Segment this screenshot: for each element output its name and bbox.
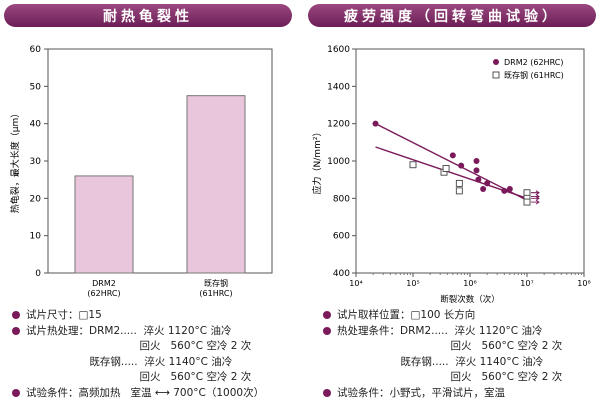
left-conditions-notes: 试片尺寸：□15 试片热处理：DRM2..... 淬火 1120°C 油冷 回火 … xyxy=(12,308,264,401)
legend-label-series-2: 既存钢 (61HRC) xyxy=(504,70,564,80)
runout-point-series-2 xyxy=(523,189,531,197)
scatter-x-tick-label: 10⁴ xyxy=(349,279,362,288)
data-point-series-1 xyxy=(473,167,480,174)
bullet-icon xyxy=(323,326,331,335)
note-text: 回火 560°C 空冷 2 次 xyxy=(337,340,563,352)
note-line: 试验条件：小野式，平滑试片，室温 xyxy=(323,386,562,402)
bar-category-label: (62HRC) xyxy=(87,289,120,298)
note-text: 既存钢..... 淬火 1140°C 油冷 xyxy=(337,355,544,368)
note-line: 回火 560°C 空冷 2 次 xyxy=(323,370,562,386)
note-text: 既存钢..... 淬火 1140°C 油冷 xyxy=(26,355,233,368)
bar-2 xyxy=(186,95,246,274)
banner-left-title: 耐热龟裂性 xyxy=(103,8,193,25)
note-line: 试片取样位置：□100 长方向 xyxy=(323,308,562,324)
bar-y-tick-label: 40 xyxy=(30,120,42,130)
bullet-icon xyxy=(323,311,331,319)
bullet-icon xyxy=(12,388,20,397)
data-point-series-1 xyxy=(449,152,456,159)
legend-label-series-1: DRM2 (62HRC) xyxy=(504,58,563,67)
bar-category-label: 既存钢 xyxy=(204,278,228,288)
note-text: 试片取样位置：□100 长方向 xyxy=(337,309,476,321)
scatter-y-tick-label: 1600 xyxy=(327,45,350,55)
data-point-series-1 xyxy=(473,158,480,164)
note-text: 试验条件：小野式，平滑试片，室温 xyxy=(337,386,505,399)
trend-line-series-1 xyxy=(375,123,528,201)
note-text: 回火 560°C 空冷 2 次 xyxy=(26,340,252,352)
scatter-y-tick-label: 800 xyxy=(333,194,350,204)
bar-category-label: DRM2 xyxy=(92,279,116,288)
bullet-icon xyxy=(323,388,331,397)
data-point-series-2 xyxy=(455,187,463,195)
bullet-icon xyxy=(12,326,20,335)
heat-checking-bar-chart: 0 10 20 30 40 50 60 DRM2(62HRC) 既存钢(61HRC) 热龟裂，最大… xyxy=(9,45,273,298)
scatter-x-tick-label: 10⁷ xyxy=(520,279,533,288)
scatter-plot-frame xyxy=(355,48,585,274)
note-line: 热处理条件：DRM2..... 淬火 1120°C 油冷 xyxy=(323,324,562,340)
legend-marker-series-1 xyxy=(493,59,499,65)
scatter-x-tick-label: 10⁵ xyxy=(406,279,419,288)
bar-y-tick-label: 10 xyxy=(30,232,42,242)
scatter-x-tick-label: 10⁸ xyxy=(577,279,590,288)
scatter-x-axis-label: 断裂次数（次） xyxy=(440,294,500,305)
fatigue-strength-scatter-chart: 400 600 800 1000 1200 1400 1600 10⁴ 10⁵ 10⁶ 10⁷ 10⁸… xyxy=(311,45,591,305)
scatter-y-axis-label: 应力（N/mm²） xyxy=(311,128,323,195)
trend-line-series-2 xyxy=(375,146,528,199)
scatter-y-tick-label: 600 xyxy=(333,232,350,242)
runout-arrow xyxy=(531,194,540,199)
note-text: 回火 560°C 空冷 2 次 xyxy=(26,371,252,383)
data-point-series-1 xyxy=(458,162,465,169)
right-conditions-notes: 试片取样位置：□100 长方向热处理条件：DRM2..... 淬火 1120°C… xyxy=(323,308,562,401)
note-text: 试片尺寸：□15 xyxy=(26,309,102,321)
note-line: 既存钢..... 淬火 1140°C 油冷 xyxy=(12,355,264,371)
note-text: 试验条件：高频加热 室温 ⟷ 700°C（1000次） xyxy=(26,386,265,399)
runout-arrow xyxy=(531,199,540,205)
bar-y-tick-label: 20 xyxy=(30,194,42,204)
bar-y-tick-label: 0 xyxy=(35,269,41,279)
note-text: 回火 560°C 空冷 2 次 xyxy=(337,371,563,383)
note-line: 试片热处理：DRM2..... 淬火 1120°C 油冷 xyxy=(12,324,264,340)
note-line: 回火 560°C 空冷 2 次 xyxy=(12,339,264,355)
note-text: 热处理条件：DRM2..... 淬火 1120°C 油冷 xyxy=(337,324,543,337)
data-point-series-1 xyxy=(372,120,379,127)
banner-heat-checking: 耐热龟裂性 xyxy=(4,4,292,27)
scatter-y-tick-label: 1200 xyxy=(327,120,350,130)
runout-arrow xyxy=(531,195,540,201)
runout-point-series-2 xyxy=(523,198,531,206)
bullet-icon xyxy=(12,311,20,319)
scatter-y-tick-label: 1000 xyxy=(327,157,350,167)
bar-y-tick-label: 50 xyxy=(30,82,42,92)
bar-y-tick-label: 30 xyxy=(30,157,42,167)
banner-fatigue-strength: 疲劳强度（回转弯曲试验） xyxy=(308,4,596,27)
data-point-series-1 xyxy=(506,186,513,192)
note-line: 试验条件：高频加热 室温 ⟷ 700°C（1000次） xyxy=(12,386,264,402)
data-point-series-2 xyxy=(442,165,450,172)
note-line: 回火 560°C 空冷 2 次 xyxy=(323,339,562,355)
note-line: 回火 560°C 空冷 2 次 xyxy=(12,370,264,386)
banner-right-title: 疲劳强度（回转弯曲试验） xyxy=(344,8,560,25)
bar-category-label: (61HRC) xyxy=(199,289,232,298)
scatter-y-tick-label: 400 xyxy=(333,269,350,279)
data-point-series-1 xyxy=(480,186,487,192)
note-line: 试片尺寸：□15 xyxy=(12,308,264,324)
bar-1 xyxy=(74,175,134,274)
bar-y-tick-label: 60 xyxy=(30,45,42,55)
note-text: 试片热处理：DRM2..... 淬火 1120°C 油冷 xyxy=(26,324,232,337)
note-line: 既存钢..... 淬火 1140°C 油冷 xyxy=(323,355,562,371)
legend-marker-series-2 xyxy=(492,71,500,79)
scatter-y-tick-label: 1400 xyxy=(327,82,350,92)
data-point-series-2 xyxy=(455,179,463,187)
bar-y-axis-label: 热龟裂，最大长度（μm） xyxy=(9,109,21,214)
data-point-series-2 xyxy=(409,161,417,169)
runout-arrow xyxy=(531,190,540,196)
scatter-x-tick-label: 10⁶ xyxy=(463,279,476,288)
